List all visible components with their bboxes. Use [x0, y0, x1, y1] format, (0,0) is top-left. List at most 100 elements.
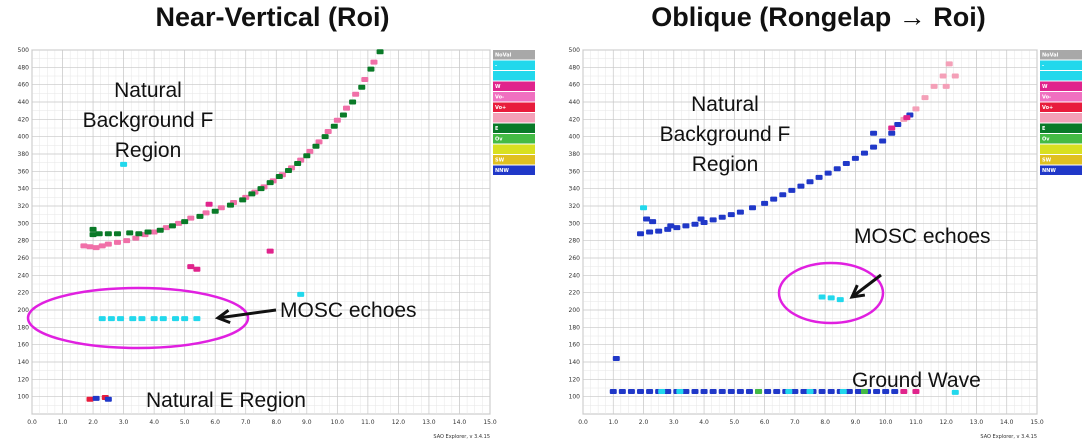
- y-tick-label: 400: [569, 134, 581, 141]
- legend-label: W: [495, 84, 501, 90]
- legend: NoVal - W Vo- Vo+ E Ov SW NNW: [493, 50, 535, 175]
- data-point: [98, 316, 106, 322]
- legend-label: E: [1042, 126, 1046, 132]
- data-point: [86, 396, 94, 402]
- data-point: [691, 388, 699, 394]
- data-point: [266, 180, 274, 186]
- highlight-ellipse: [26, 286, 250, 350]
- x-tick-label: 6.0: [210, 419, 220, 426]
- y-tick-label: 280: [569, 238, 581, 245]
- ionogram-oblique: 0.0 1.0 2.0 3.0 4.0 5.0 6.0 7.0 8.0 9.0 10.0 11.0 12…: [569, 47, 1082, 440]
- y-tick-label: 200: [569, 307, 581, 314]
- y-tick-label: 420: [18, 116, 30, 123]
- legend-label: Vo-: [495, 95, 504, 101]
- data-point: [646, 229, 654, 235]
- legend-swatch: [1040, 71, 1082, 81]
- data-point: [945, 61, 953, 67]
- legend-swatch: [1040, 144, 1082, 154]
- legend-label: E: [495, 126, 499, 132]
- y-tick-label: 340: [569, 186, 581, 193]
- x-tick-label: 3.0: [119, 419, 129, 426]
- data-point: [80, 243, 88, 249]
- legend-swatch: [493, 144, 535, 154]
- data-point: [640, 205, 648, 211]
- data-point: [815, 174, 823, 180]
- legend-label: Vo+: [1042, 105, 1053, 111]
- x-tick-label: 14.0: [1000, 419, 1014, 426]
- data-point: [709, 217, 717, 223]
- legend-swatch: [1040, 50, 1082, 60]
- x-tick-label: 8.0: [271, 419, 281, 426]
- data-point: [676, 388, 684, 394]
- x-tick-label: 10.0: [331, 419, 345, 426]
- data-point: [168, 223, 176, 229]
- data-point: [827, 295, 835, 301]
- data-point: [664, 388, 672, 394]
- legend-label: W: [1042, 84, 1048, 90]
- data-point: [349, 99, 357, 105]
- annotation-arrow: [849, 273, 882, 299]
- legend-swatch: [493, 60, 535, 70]
- data-point: [691, 221, 699, 227]
- legend-swatch: [1040, 60, 1082, 70]
- y-tick-label: 120: [18, 376, 30, 383]
- y-tick-label: 460: [18, 82, 30, 89]
- data-point: [833, 166, 841, 172]
- legend-swatch: [1040, 123, 1082, 133]
- data-point: [800, 388, 808, 394]
- x-tick-label: 13.0: [970, 419, 984, 426]
- data-point: [637, 231, 645, 237]
- data-point: [736, 209, 744, 215]
- data-point: [162, 225, 170, 231]
- data-point: [888, 125, 896, 131]
- y-tick-label: 440: [569, 99, 581, 106]
- legend-swatch: [1040, 134, 1082, 144]
- legend-swatch: [1040, 102, 1082, 112]
- x-tick-label: 7.0: [790, 419, 800, 426]
- legend-swatch: [1040, 81, 1082, 91]
- y-tick-label: 180: [18, 324, 30, 331]
- data-point: [342, 105, 350, 111]
- x-tick-label: 3.0: [669, 419, 679, 426]
- annotation-label: Region: [115, 139, 182, 162]
- legend-swatch: [1040, 165, 1082, 175]
- data-point: [839, 388, 847, 394]
- data-point: [205, 201, 213, 207]
- y-tick-label: 260: [18, 255, 30, 262]
- data-point: [637, 388, 645, 394]
- data-point: [294, 161, 302, 167]
- legend-swatch: [1040, 155, 1082, 165]
- data-point: [770, 196, 778, 202]
- data-point: [284, 167, 292, 173]
- data-point: [609, 388, 617, 394]
- y-tick-label: 140: [18, 359, 30, 366]
- data-point: [89, 226, 97, 232]
- data-point: [113, 239, 121, 245]
- data-point: [655, 228, 663, 234]
- data-point: [854, 388, 862, 394]
- legend-label: SW: [495, 158, 505, 164]
- x-tick-label: 5.0: [180, 419, 190, 426]
- data-point: [951, 73, 959, 79]
- data-point: [333, 117, 341, 123]
- x-tick-label: 2.0: [88, 419, 98, 426]
- x-tick-label: 15.0: [1030, 419, 1044, 426]
- y-tick-label: 480: [18, 64, 30, 71]
- y-tick-label: 480: [569, 64, 581, 71]
- y-tick-label: 340: [18, 186, 30, 193]
- data-point: [921, 95, 929, 101]
- data-point: [321, 134, 329, 140]
- data-point: [138, 316, 146, 322]
- data-point: [912, 388, 920, 394]
- data-point: [358, 84, 366, 90]
- data-point: [193, 266, 201, 272]
- y-tick-label: 500: [18, 47, 30, 54]
- legend-swatch: [1040, 113, 1082, 123]
- data-point: [612, 356, 620, 362]
- data-point: [745, 388, 753, 394]
- data-point: [649, 219, 657, 225]
- legend-swatch: [493, 113, 535, 123]
- y-tick-label: 280: [18, 238, 30, 245]
- data-point: [873, 388, 881, 394]
- y-tick-label: 440: [18, 99, 30, 106]
